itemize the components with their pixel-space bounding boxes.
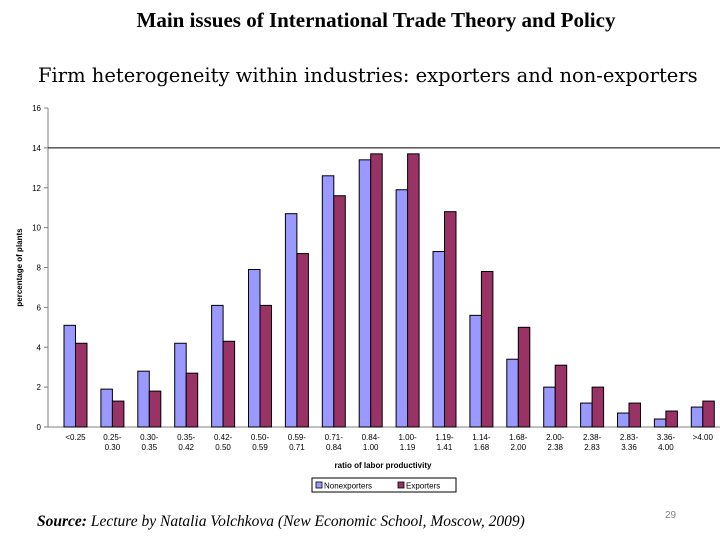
source-text: Lecture by Natalia Volchkova (New Econom… (86, 513, 525, 530)
bar-exporters (444, 211, 457, 428)
y-tick-label: 2 (37, 383, 42, 392)
legend-label-nonexporters: Nonexporters (324, 482, 372, 491)
y-tick-label: 12 (32, 184, 41, 193)
bar-nonexporters (469, 314, 482, 428)
bar-nonexporters (395, 189, 409, 428)
x-tick-label: 3.36- (657, 433, 676, 442)
x-tick-label: 1.00- (398, 433, 417, 442)
bar-nonexporters (174, 342, 187, 428)
x-tick-label: 3.36 (621, 443, 637, 452)
x-tick-label: 0.59- (288, 433, 307, 442)
slide-title: Main issues of International Trade Theor… (136, 8, 616, 32)
x-axis-label: ratio of labor productivity (335, 461, 432, 470)
legend-swatch-nonexporters (315, 481, 323, 489)
bar-exporters (665, 410, 678, 428)
bar-exporters (370, 153, 383, 428)
legend-swatch-exporters (397, 481, 405, 489)
bar-exporters (185, 372, 199, 428)
chart-area: 0 2 4 6 8 10 12 14 16 percentage of plants <0.25 0.… (0, 98, 720, 498)
bar-nonexporters (580, 402, 593, 428)
bar-nonexporters (358, 159, 372, 428)
bar-exporters (148, 390, 162, 428)
bar-nonexporters (100, 388, 113, 428)
x-tick-label: 1.00 (363, 443, 379, 452)
x-tick-label: 1.19 (400, 443, 416, 452)
x-tick-label: <0.25 (65, 433, 86, 442)
x-tick-label: 0.30 (105, 443, 121, 452)
x-tick-label: 4.00 (658, 443, 674, 452)
x-tick-label: 0.30- (140, 433, 159, 442)
y-tick-label: 10 (32, 224, 41, 233)
x-tick-label: 2.00- (546, 433, 565, 442)
x-tick-label: 2.83 (584, 443, 600, 452)
bar-nonexporters (653, 418, 667, 428)
x-tick-label: 1.19- (435, 433, 454, 442)
legend-box (311, 477, 457, 493)
x-tick-label: 0.59 (252, 443, 268, 452)
x-tick-label: 1.68- (509, 433, 528, 442)
bar-nonexporters (284, 213, 298, 428)
bar-exporters (480, 270, 494, 428)
y-tick-label: 4 (37, 343, 42, 352)
bar-chart: 0 2 4 6 8 10 12 14 16 percentage of plants <0.25 0.… (15, 104, 720, 493)
y-tick-label: 14 (32, 144, 41, 153)
x-tick-label: 0.50- (251, 433, 270, 442)
x-tick-label: 0.35- (177, 433, 196, 442)
bar-exporters (554, 364, 568, 428)
x-tick-label: 0.84 (326, 443, 342, 452)
bar-nonexporters (248, 268, 261, 428)
x-tick-label: >4.00 (693, 433, 714, 442)
y-tick-label: 0 (37, 423, 42, 432)
x-tick-label: 0.42- (214, 433, 233, 442)
x-tick-label: 0.25- (103, 433, 122, 442)
bar-nonexporters (690, 406, 704, 428)
y-axis-label: percentage of plants (15, 228, 24, 307)
bar-exporters (259, 304, 272, 428)
bar-exporters (628, 402, 641, 428)
bar-nonexporters (543, 386, 556, 428)
x-tick-label: 0.71 (289, 443, 305, 452)
page-number: 29 (665, 510, 677, 521)
source-citation: Source: Lecture by Natalia Volchkova (Ne… (37, 513, 525, 531)
x-tick-label: 1.14- (472, 433, 491, 442)
bar-nonexporters (617, 412, 630, 428)
bar-exporters (407, 153, 420, 428)
bar-nonexporters (506, 358, 519, 428)
x-tick-label: 1.41 (437, 443, 453, 452)
legend-label-exporters: Exporters (406, 482, 440, 491)
source-label: Source: (37, 513, 87, 530)
x-tick-label: 0.84- (362, 433, 381, 442)
x-tick-label: 2.38- (583, 433, 602, 442)
x-tick-label: 0.71- (325, 433, 344, 442)
bar-exporters (75, 342, 88, 428)
bar-exporters (222, 340, 236, 428)
bar-exporters (591, 386, 605, 428)
x-tick-label: 0.50 (215, 443, 231, 452)
slide-subtitle: Firm heterogeneity within industries: ex… (38, 64, 698, 87)
bar-nonexporters (321, 175, 335, 428)
x-tick-label: 0.42 (178, 443, 194, 452)
x-tick-label: 2.38 (547, 443, 563, 452)
bar-exporters (111, 400, 125, 428)
bar-exporters (333, 195, 346, 428)
bar-nonexporters (63, 324, 76, 428)
bar-exporters (296, 253, 309, 428)
bar-nonexporters (432, 251, 445, 428)
x-tick-label: 2.83- (620, 433, 639, 442)
bar-nonexporters (211, 304, 224, 428)
y-tick-label: 6 (37, 303, 42, 312)
y-tick-label: 16 (32, 104, 41, 113)
y-tick-label: 8 (37, 264, 42, 273)
x-tick-label: 1.68 (474, 443, 490, 452)
x-tick-label: 2.00 (511, 443, 527, 452)
bar-nonexporters (137, 370, 150, 428)
x-tick-label: 0.35 (142, 443, 158, 452)
bar-exporters (517, 326, 531, 428)
bar-exporters (702, 400, 715, 428)
